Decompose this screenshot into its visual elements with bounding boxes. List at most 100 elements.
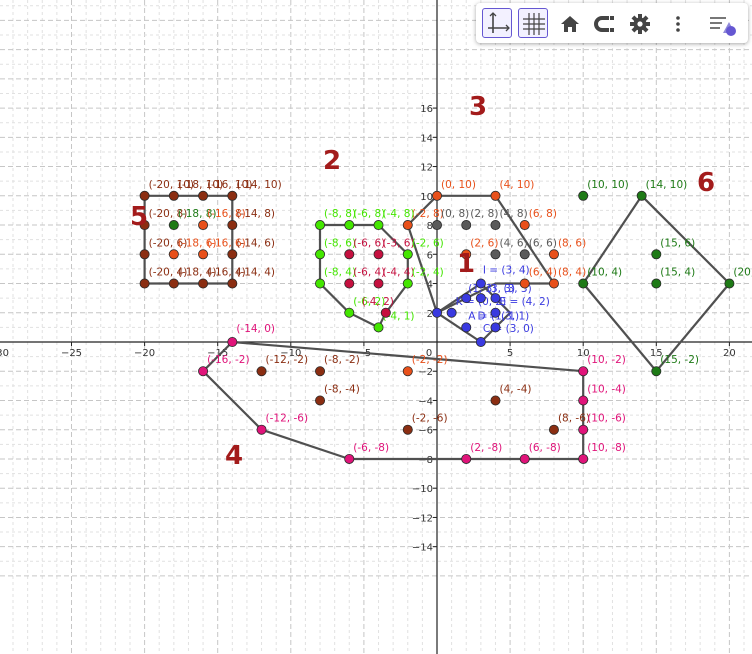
point[interactable]	[548, 278, 559, 289]
point[interactable]	[490, 293, 501, 304]
point[interactable]	[461, 249, 472, 260]
polygon-pentagon[interactable]	[435, 282, 512, 344]
more-options-button[interactable]	[662, 8, 692, 38]
point[interactable]	[344, 453, 355, 464]
point-label: (6, 6)	[529, 237, 557, 249]
point[interactable]	[373, 278, 384, 289]
point-label: (0, 10)	[441, 179, 476, 191]
point-label: (8, 6)	[558, 237, 586, 249]
point[interactable]	[198, 278, 209, 289]
point[interactable]	[431, 190, 442, 201]
point[interactable]	[519, 220, 530, 231]
point[interactable]	[168, 220, 179, 231]
grid-toggle-button[interactable]	[518, 8, 548, 38]
x-tick-label: 15	[650, 348, 663, 359]
point[interactable]	[139, 278, 150, 289]
point[interactable]	[227, 190, 238, 201]
point[interactable]	[139, 220, 150, 231]
point[interactable]	[548, 424, 559, 435]
point[interactable]	[490, 249, 501, 260]
point[interactable]	[636, 190, 647, 201]
style-bar-button[interactable]	[706, 8, 736, 38]
point[interactable]	[578, 395, 589, 406]
point[interactable]	[198, 366, 209, 377]
point[interactable]	[380, 307, 391, 318]
point[interactable]	[490, 220, 501, 231]
point[interactable]	[198, 220, 209, 231]
magnet-snap-button[interactable]	[588, 8, 618, 38]
point[interactable]	[651, 278, 662, 289]
point[interactable]	[344, 278, 355, 289]
point[interactable]	[315, 366, 326, 377]
point[interactable]	[548, 249, 559, 260]
point[interactable]	[198, 249, 209, 260]
point[interactable]	[227, 336, 238, 347]
point[interactable]	[461, 220, 472, 231]
point[interactable]	[227, 278, 238, 289]
point[interactable]	[475, 336, 486, 347]
point-label: (14, 10)	[646, 179, 688, 191]
settings-button[interactable]	[624, 8, 654, 38]
point[interactable]	[490, 395, 501, 406]
axes-toggle-button[interactable]	[482, 8, 512, 38]
point[interactable]	[578, 190, 589, 201]
style-bar-icon	[710, 17, 736, 36]
point[interactable]	[519, 278, 530, 289]
points-layer[interactable]	[139, 190, 735, 464]
point[interactable]	[519, 453, 530, 464]
point[interactable]	[446, 307, 457, 318]
point[interactable]	[651, 366, 662, 377]
point[interactable]	[373, 249, 384, 260]
point[interactable]	[256, 424, 267, 435]
point[interactable]	[461, 293, 472, 304]
point[interactable]	[315, 249, 326, 260]
point[interactable]	[578, 453, 589, 464]
point[interactable]	[475, 293, 486, 304]
point[interactable]	[461, 453, 472, 464]
point[interactable]	[402, 424, 413, 435]
point[interactable]	[139, 249, 150, 260]
point[interactable]	[490, 307, 501, 318]
point[interactable]	[168, 190, 179, 201]
point[interactable]	[461, 322, 472, 333]
point[interactable]	[431, 220, 442, 231]
point[interactable]	[578, 278, 589, 289]
point[interactable]	[475, 278, 486, 289]
point[interactable]	[402, 220, 413, 231]
point[interactable]	[198, 190, 209, 201]
point[interactable]	[315, 395, 326, 406]
point[interactable]	[578, 366, 589, 377]
point[interactable]	[344, 307, 355, 318]
point[interactable]	[519, 249, 530, 260]
point-label: (-18, 10)	[178, 179, 223, 191]
point[interactable]	[344, 220, 355, 231]
point[interactable]	[315, 278, 326, 289]
point-label: (10, -6)	[587, 413, 626, 425]
home-button[interactable]	[554, 8, 584, 38]
point[interactable]	[168, 249, 179, 260]
point[interactable]	[227, 220, 238, 231]
point[interactable]	[373, 322, 384, 333]
point[interactable]	[651, 249, 662, 260]
point[interactable]	[344, 249, 355, 260]
y-tick-label: 6	[427, 250, 433, 261]
point[interactable]	[315, 220, 326, 231]
point[interactable]	[431, 307, 442, 318]
point[interactable]	[402, 249, 413, 260]
point[interactable]	[724, 278, 735, 289]
point[interactable]	[373, 220, 384, 231]
point-label: (-14, 6)	[236, 237, 275, 249]
point[interactable]	[578, 424, 589, 435]
point[interactable]	[256, 366, 267, 377]
point-label: (-8, -2)	[324, 354, 360, 366]
point[interactable]	[490, 322, 501, 333]
point[interactable]	[490, 190, 501, 201]
point[interactable]	[227, 249, 238, 260]
point[interactable]	[402, 278, 413, 289]
point[interactable]	[402, 366, 413, 377]
point[interactable]	[168, 278, 179, 289]
polygon-number-3: 3	[469, 92, 487, 122]
point[interactable]	[139, 190, 150, 201]
y-tick-label: 10	[420, 192, 433, 203]
